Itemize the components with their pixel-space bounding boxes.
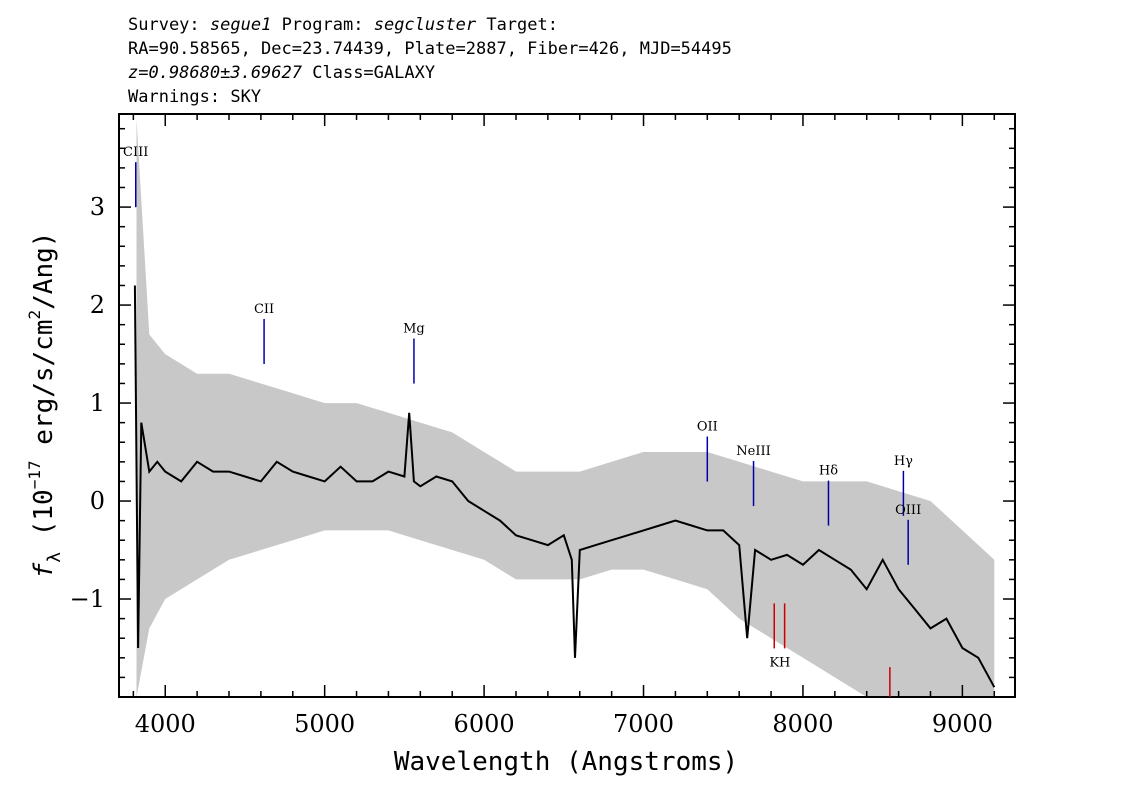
program-label: Program: <box>282 15 364 35</box>
class-value: Class=GALAXY <box>312 63 435 83</box>
header-line-3: z=0.98680±3.69627 Class=GALAXY <box>128 63 435 83</box>
x-tick-label: 4000 <box>135 710 196 738</box>
survey-label: Survey: <box>128 15 200 35</box>
x-tick-label: 7000 <box>613 710 674 738</box>
x-tick-label: 9000 <box>932 710 993 738</box>
y-tick-label: 3 <box>90 193 105 221</box>
x-tick-label: 6000 <box>454 710 515 738</box>
header-line-1: Survey: segue1 Program: segcluster Targe… <box>128 15 558 35</box>
header-line-4: Warnings: SKY <box>128 87 261 107</box>
x-axis-title: Wavelength (Angstroms) <box>394 747 738 777</box>
y-tick-label: 0 <box>90 487 105 515</box>
emission-line-label: OII <box>697 420 718 435</box>
y-tick-label: 1 <box>90 389 105 417</box>
emission-line-label: OIII <box>895 503 921 518</box>
header-line-2: RA=90.58565, Dec=23.74439, Plate=2887, F… <box>128 39 732 59</box>
emission-line-label: Mg <box>403 322 425 337</box>
program-value: segcluster <box>374 15 477 35</box>
error-envelope <box>136 118 995 697</box>
emission-line-label: CIII <box>123 145 148 160</box>
absorption-line-label: H <box>779 655 790 670</box>
target-label: Target: <box>486 15 558 35</box>
emission-line-label: CII <box>254 302 274 317</box>
y-tick-label: −1 <box>70 585 105 613</box>
emission-line-label: Hγ <box>894 454 913 469</box>
flux-line <box>133 285 996 688</box>
y-axis-title: fλ (10−17 erg/s/cm2/Ang) <box>25 232 65 579</box>
survey-value: segue1 <box>210 15 271 35</box>
absorption-line-label: K <box>769 655 779 670</box>
plot-area: 4000 5000 6000 7000 8000 9000 −1 0 1 2 3 CIII CII Mg O… <box>70 113 1016 738</box>
data-layer <box>133 118 996 697</box>
redshift-value: z=0.98680±3.69627 <box>128 63 303 83</box>
x-tick-label: 8000 <box>772 710 833 738</box>
y-tick-label: 2 <box>90 291 105 319</box>
emission-line-label: NeIII <box>736 444 770 459</box>
x-tick-label: 5000 <box>294 710 355 738</box>
emission-line-label: Hδ <box>819 464 838 479</box>
plot-frame <box>118 113 1016 698</box>
